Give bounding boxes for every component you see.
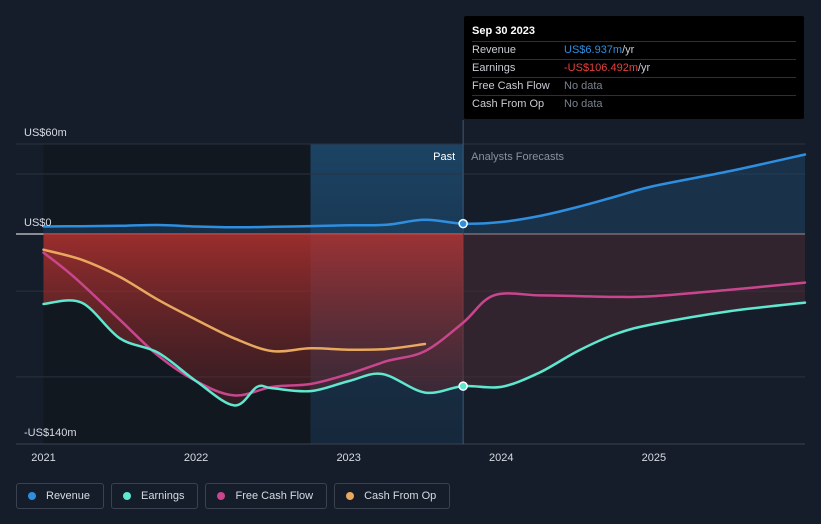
legend-label: Free Cash Flow [235,490,314,502]
forecast-negative-fill [463,234,805,388]
legend-dot-icon [217,492,226,500]
legend-item-free-cash-flow[interactable]: Free Cash Flow [205,483,328,509]
tooltip-row-revenue: Revenue US$6.937m /yr [472,41,796,59]
series-line-revenue [42,153,807,229]
tooltip: Sep 30 2023 Revenue US$6.937m /yr Earnin… [464,16,804,119]
tooltip-value: No data [564,98,603,110]
tooltip-label: Earnings [472,62,516,74]
legend-label: Revenue [46,490,91,502]
legend-dot-icon [123,492,132,500]
tooltip-unit: /yr [638,62,651,74]
tooltip-unit: /yr [622,44,635,56]
tooltip-label: Revenue [472,44,517,56]
x-axis-tick-label: 2021 [31,452,55,464]
negative-area-fill [43,234,464,406]
tooltip-label: Cash From Op [472,98,545,110]
y-axis-label: -US$140m [24,427,77,439]
legend-dot-icon [346,492,355,500]
x-axis-tick-label: 2022 [184,452,208,464]
tooltip-value: -US$106.492m [564,62,638,74]
forecast-label: Analysts Forecasts [471,151,564,163]
tooltip-value: No data [564,80,603,92]
marker-earnings [458,381,468,391]
tooltip-row-earnings: Earnings -US$106.492m /yr [472,59,796,77]
y-axis-label: US$60m [24,127,67,139]
tooltip-label: Free Cash Flow [472,80,550,92]
legend: Revenue Earnings Free Cash Flow Cash Fro… [16,483,451,511]
legend-item-earnings[interactable]: Earnings [111,483,199,509]
tooltip-date: Sep 30 2023 [472,25,535,37]
legend-item-revenue[interactable]: Revenue [16,483,105,509]
series-line-free-cash-flow [42,251,807,397]
past-label: Past [433,151,455,163]
tooltip-row-cash-from-op: Cash From Op No data [472,95,796,113]
tooltip-value: US$6.937m [564,44,623,56]
y-axis-label: US$0 [24,217,52,229]
x-axis-tick-label: 2024 [489,452,513,464]
marker-revenue [458,218,468,229]
x-axis-tick-label: 2023 [336,452,360,464]
series-line-cash-from-op [42,248,427,353]
series-line-earnings [42,299,807,407]
x-axis-tick-label: 2025 [642,452,666,464]
revenue-area-fill [43,154,805,234]
legend-item-cash-from-op[interactable]: Cash From Op [334,483,451,509]
legend-label: Cash From Op [364,490,437,502]
legend-label: Earnings [141,490,185,502]
legend-dot-icon [28,492,36,500]
tooltip-row-free-cash-flow: Free Cash Flow No data [472,77,796,95]
